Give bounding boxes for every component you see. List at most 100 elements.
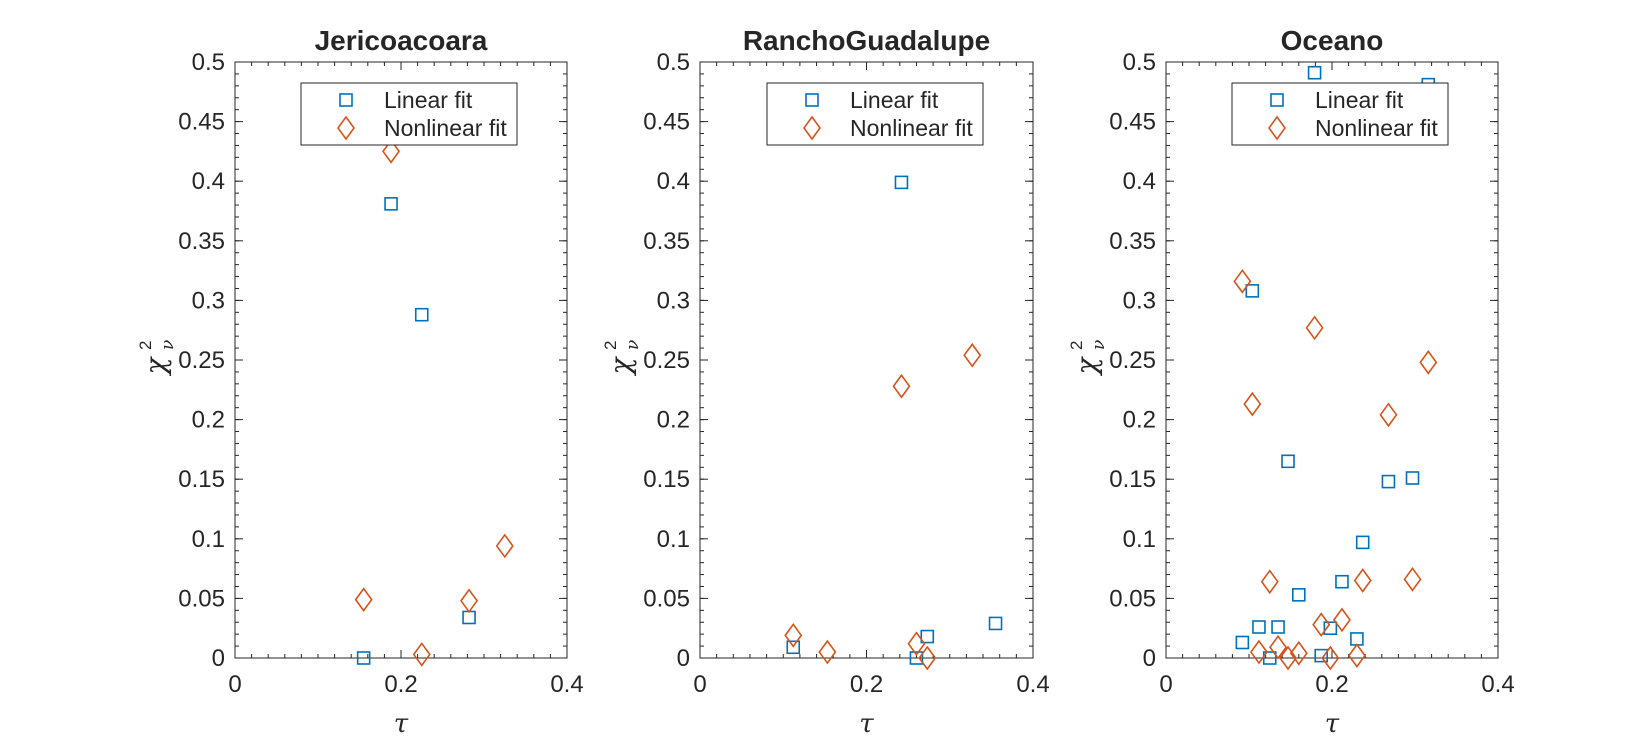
data-point-nonlinear xyxy=(963,342,982,368)
data-point-linear xyxy=(909,651,924,665)
data-point-linear xyxy=(1292,588,1306,602)
data-point-linear xyxy=(1271,620,1285,634)
axes-box xyxy=(1165,61,1499,659)
data-point-nonlinear xyxy=(1305,315,1324,341)
x-tick-label: 0.2 xyxy=(384,671,417,698)
data-point-linear xyxy=(920,629,935,644)
data-point-nonlinear xyxy=(382,139,401,164)
data-point-nonlinear xyxy=(1269,634,1288,660)
y-tick-label: 0.35 xyxy=(178,228,225,255)
series-linear xyxy=(356,197,476,665)
chart-panel-2: 0 0.2 0.4 0 0.05 0.1 0.15 0.2 0.25 0.3 0.35 0.4 0.45… xyxy=(1067,25,1515,739)
y-tick-label: 0.05 xyxy=(178,585,225,612)
data-point-nonlinear xyxy=(892,373,911,399)
data-point-nonlinear xyxy=(354,587,373,612)
legend-marker-nonlinear xyxy=(803,115,821,141)
legend-marker-nonlinear xyxy=(1268,115,1286,141)
series-linear xyxy=(786,175,1003,665)
chart-title: RanchoGuadalupe xyxy=(743,25,990,56)
y-axis-label: χ 2 ν xyxy=(1067,340,1109,377)
x-tick-label: 0.2 xyxy=(1315,671,1348,698)
data-point-linear xyxy=(384,197,398,211)
y-label-sub: ν xyxy=(623,340,643,350)
data-point-nonlinear xyxy=(1403,566,1422,592)
chart-title: Jericoacoara xyxy=(315,25,488,56)
y-tick-label: 0.2 xyxy=(657,407,690,434)
y-label-chi: χ xyxy=(1070,355,1103,376)
data-point-linear xyxy=(356,651,371,665)
y-tick-label: 0.2 xyxy=(192,407,225,434)
x-tick-label: 0.2 xyxy=(850,671,883,698)
y-tick-label: 0.35 xyxy=(1109,228,1156,255)
legend-marker-linear xyxy=(805,93,819,107)
data-point-nonlinear xyxy=(1249,639,1268,665)
data-point-linear xyxy=(1235,635,1250,650)
y-label-chi: χ xyxy=(604,355,637,376)
legend-label-linear: Linear fit xyxy=(850,87,939,113)
legend-marker-linear xyxy=(339,93,353,107)
y-label-sup: 2 xyxy=(601,341,620,350)
y-tick-label: 0.45 xyxy=(1109,109,1156,136)
y-tick-label: 0.3 xyxy=(657,287,690,314)
data-point-linear xyxy=(462,610,476,625)
x-tick-label: 0.4 xyxy=(1016,671,1049,698)
y-label-sub: ν xyxy=(158,340,178,350)
y-label-sub: ν xyxy=(1089,340,1109,350)
y-label-chi: χ xyxy=(139,355,172,376)
data-point-nonlinear xyxy=(784,622,803,648)
data-point-linear xyxy=(1350,632,1364,646)
y-tick-label: 0.05 xyxy=(643,585,690,612)
data-point-linear xyxy=(1355,535,1370,550)
y-tick-label: 0.5 xyxy=(657,49,690,76)
data-point-nonlinear xyxy=(907,631,926,657)
data-point-linear xyxy=(1381,474,1396,489)
legend-label-nonlinear: Nonlinear fit xyxy=(1315,115,1438,141)
series-nonlinear xyxy=(1233,268,1438,671)
y-tick-label: 0.4 xyxy=(192,168,225,195)
y-tick-label: 0.1 xyxy=(1123,526,1156,553)
data-point-nonlinear xyxy=(1289,640,1308,666)
y-label-sup: 2 xyxy=(136,341,155,350)
y-axis-label: χ 2 ν xyxy=(601,340,643,377)
y-tick-label: 0.3 xyxy=(1123,287,1156,314)
y-label-sup: 2 xyxy=(1067,341,1086,350)
legend-box xyxy=(766,82,984,146)
data-point-nonlinear xyxy=(412,642,431,667)
y-tick-label: 0.4 xyxy=(1123,168,1156,195)
y-tick-label: 0 xyxy=(1143,645,1156,672)
y-tick-label: 0.3 xyxy=(192,287,225,314)
y-tick-label: 0.2 xyxy=(1123,407,1156,434)
legend-label-linear: Linear fit xyxy=(1315,87,1404,113)
axes-box xyxy=(234,61,568,659)
series-nonlinear xyxy=(784,342,982,671)
chart-panel-0: 0 0.2 0.4 0 0.05 0.1 0.15 0.2 0.25 0.3 0.35 0.4 0.45… xyxy=(136,25,584,739)
legend-label-nonlinear: Nonlinear fit xyxy=(384,115,507,141)
y-tick-label: 0.1 xyxy=(192,526,225,553)
data-point-linear xyxy=(786,640,801,655)
y-tick-label: 0 xyxy=(677,645,690,672)
y-tick-label: 0 xyxy=(212,645,225,672)
data-point-nonlinear xyxy=(1260,569,1279,595)
data-point-nonlinear xyxy=(1312,612,1331,637)
legend-marker-linear xyxy=(1270,93,1284,107)
data-point-nonlinear xyxy=(818,639,837,665)
y-tick-label: 0.35 xyxy=(643,228,690,255)
data-point-nonlinear xyxy=(1243,391,1262,417)
data-point-nonlinear xyxy=(1279,645,1297,671)
data-point-linear xyxy=(1307,65,1322,80)
data-point-linear xyxy=(988,616,1003,631)
data-point-nonlinear xyxy=(1332,607,1351,633)
data-point-nonlinear xyxy=(1321,645,1340,671)
y-tick-label: 0.5 xyxy=(1123,49,1156,76)
y-tick-label: 0.15 xyxy=(178,466,225,493)
data-point-nonlinear xyxy=(1419,350,1438,375)
legend-label-nonlinear: Nonlinear fit xyxy=(850,115,973,141)
data-point-nonlinear xyxy=(1233,268,1252,294)
y-tick-label: 0.05 xyxy=(1109,585,1156,612)
data-point-nonlinear xyxy=(495,533,514,559)
y-tick-label: 0.5 xyxy=(192,49,225,76)
y-tick-label: 0.15 xyxy=(643,466,690,493)
